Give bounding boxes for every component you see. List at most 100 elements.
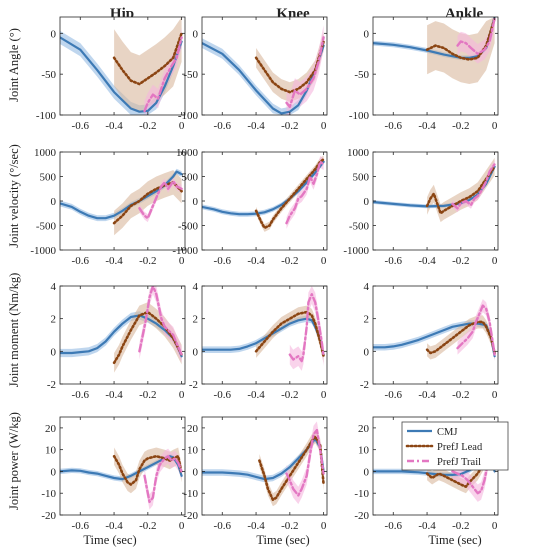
plot-content <box>60 286 183 373</box>
y-tick-label: -50 <box>41 69 56 81</box>
y-tick-label: -20 <box>354 510 369 522</box>
legend-label-cmj: CMJ <box>437 427 457 438</box>
series-line-trail <box>288 293 325 363</box>
x-tick-label: -0.4 <box>247 120 265 132</box>
panels: -0.6 -0.4 -0.2 0-100-500-0.6 -0.4 -0.2 0-100-5… <box>30 16 499 532</box>
x-tick-label: -0.2 <box>139 520 156 532</box>
y-tick-label: 2 <box>193 314 199 326</box>
x-tick-label: -0.2 <box>452 255 469 267</box>
y-tick-label: 1000 <box>34 147 57 159</box>
x-tick-label: -0.6 <box>385 520 403 532</box>
panel-angle-knee: -0.6 -0.4 -0.2 0-100-500 <box>178 16 328 132</box>
x-tick-label: -0.4 <box>247 520 265 532</box>
y-tick-label: -10 <box>183 488 198 500</box>
band-trail <box>144 27 182 115</box>
y-tick-label: 10 <box>45 445 57 457</box>
x-tick-label: -0.4 <box>105 520 123 532</box>
x-tick-label: 0 <box>179 120 185 132</box>
x-tick-label: -0.4 <box>418 520 436 532</box>
series-line-lead <box>254 40 325 94</box>
x-tick-label: -0.4 <box>105 255 123 267</box>
x-tick-label: 0 <box>321 520 327 532</box>
series-line-trail <box>138 286 183 356</box>
y-tick-label: -1000 <box>343 245 369 257</box>
plot-content <box>60 17 183 115</box>
x-tick-label: 0 <box>179 520 185 532</box>
series-line-cmj <box>60 36 183 113</box>
y-tick-label: 20 <box>358 423 370 435</box>
xlabel-ankle: Time (sec) <box>428 533 481 547</box>
panel-velocity-ankle: -0.6 -0.4 -0.2 0 -1000 -500 0 500 1000 <box>343 147 499 267</box>
legend-label-trail: PrefJ Trail <box>437 457 481 468</box>
x-tick-label: 0 <box>492 520 498 532</box>
panel-power-knee: -0.6 -0.4 -0.2 0 -20 -10 0 10 20 <box>183 416 328 532</box>
panel-frame <box>59 285 186 385</box>
y-tick-label: -20 <box>41 510 56 522</box>
series-line-lead <box>112 310 183 365</box>
x-axis-labels: Time (sec) Time (sec) Time (sec) <box>83 533 481 547</box>
y-tick-label: 0 <box>364 466 370 478</box>
plot-content <box>60 447 183 510</box>
panel-frame <box>372 285 499 385</box>
series-line-lead <box>112 181 183 225</box>
series-line-lead <box>254 158 325 230</box>
plot-area <box>202 417 327 515</box>
y-tick-label: -100 <box>349 110 370 122</box>
x-tick-label: -0.2 <box>139 389 156 401</box>
y-tick-label: 500 <box>40 172 57 184</box>
band-trail <box>286 25 324 115</box>
x-tick-label: -0.6 <box>214 255 232 267</box>
y-tick-label: 20 <box>45 423 57 435</box>
y-tick-label: 0 <box>193 28 199 40</box>
x-tick-label: -0.6 <box>385 389 403 401</box>
y-tick-label: -500 <box>178 221 199 233</box>
y-tick-label: -1000 <box>30 245 56 257</box>
y-tick-label: 1000 <box>176 147 199 159</box>
row-labels: Joint Angle (°) Joint velocity (°/sec) J… <box>7 28 21 510</box>
x-tick-label: -0.6 <box>72 255 90 267</box>
y-tick-label: -100 <box>36 110 57 122</box>
y-tick-label: 0 <box>51 466 57 478</box>
plot-content <box>373 17 496 84</box>
x-tick-label: 0 <box>179 389 185 401</box>
x-tick-label: -0.2 <box>281 389 298 401</box>
band-trail <box>457 17 495 64</box>
y-tick-label: 0 <box>51 196 57 208</box>
plot-area <box>60 152 185 250</box>
panel-moment-hip: -0.6 -0.4 -0.2 0 -2 0 2 4 <box>47 281 186 401</box>
x-tick-label: 0 <box>492 255 498 267</box>
y-tick-label: 10 <box>187 445 199 457</box>
plot-content <box>202 25 325 115</box>
y-tick-label: -2 <box>47 379 56 391</box>
y-tick-label: -100 <box>178 110 199 122</box>
y-tick-label: 0 <box>364 28 370 40</box>
series-line-trail <box>285 160 325 225</box>
x-tick-label: -0.2 <box>281 520 298 532</box>
xlabel-knee: Time (sec) <box>256 533 309 547</box>
series-line-cmj <box>202 160 325 216</box>
series-line-trail <box>285 428 325 497</box>
panel-frame <box>201 16 328 116</box>
plot-content <box>202 155 325 232</box>
series-line-cmj <box>60 455 183 481</box>
series-line-lead <box>254 310 325 358</box>
x-tick-label: -0.2 <box>452 389 469 401</box>
x-tick-label: -0.6 <box>214 120 232 132</box>
series-line-trail <box>456 304 496 356</box>
panel-frame <box>372 16 499 116</box>
series-line-cmj <box>373 322 496 358</box>
row-label-power: Joint power (W/kg) <box>7 412 21 510</box>
x-tick-label: -0.4 <box>105 389 123 401</box>
plot-content <box>60 168 183 236</box>
y-tick-label: 2 <box>364 314 370 326</box>
panel-velocity-hip: -0.6 -0.4 -0.2 0 -1000 -500 0 500 1000 <box>30 147 186 267</box>
y-tick-label: 20 <box>187 423 199 435</box>
series-line-trail <box>451 163 496 210</box>
y-tick-label: -2 <box>189 379 198 391</box>
y-tick-label: 0 <box>364 346 370 358</box>
panel-frame <box>59 416 186 516</box>
y-tick-label: -500 <box>36 221 57 233</box>
x-tick-label: 0 <box>492 120 498 132</box>
y-tick-label: 1000 <box>347 147 370 159</box>
